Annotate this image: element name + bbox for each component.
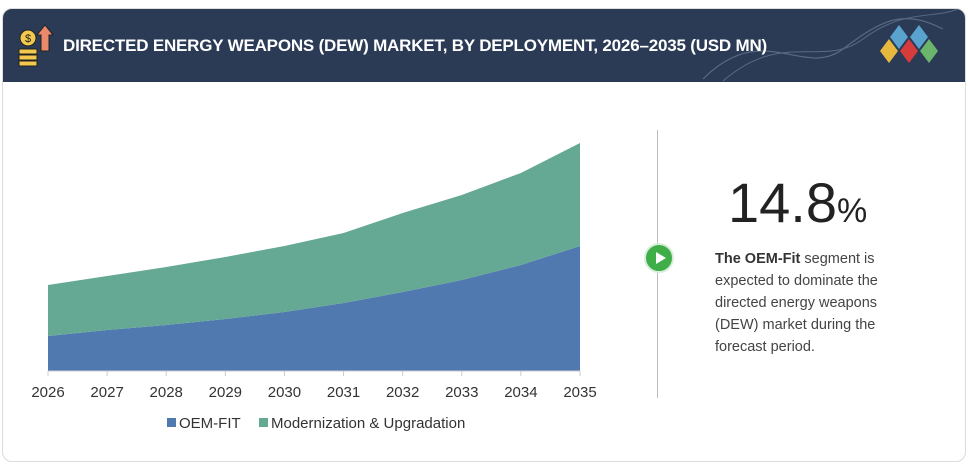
x-tick-label: 2027 [90,384,123,401]
legend-swatch [259,418,268,427]
header: $ DIRECTED ENERGY WEAPONS (DEW) MARKET, … [3,9,965,82]
x-tick-label: 2032 [386,384,419,401]
legend-label: Modernization & Upgradation [271,415,465,432]
area-series-0 [48,246,580,371]
x-tick-label: 2035 [563,384,596,401]
description-text: segment is expected to dominate the dire… [715,251,878,355]
cagr-number: 14.8 [728,171,837,234]
x-tick-label: 2030 [268,384,301,401]
play-icon[interactable] [644,243,674,273]
x-tick-label: 2029 [209,384,242,401]
card: $ DIRECTED ENERGY WEAPONS (DEW) MARKET, … [2,8,966,462]
x-tick-label: 2028 [150,384,183,401]
chart-title: DIRECTED ENERGY WEAPONS (DEW) MARKET, BY… [63,36,768,55]
cagr-unit: % [837,192,868,230]
x-tick-label: 2034 [504,384,537,401]
cagr-value: 14.8% [728,170,867,235]
legend-label: OEM-FIT [179,415,241,432]
svg-text:$: $ [25,33,31,45]
coins-arrow-up-icon: $ [18,24,55,67]
diamond-logo [880,25,938,63]
segment-name: The OEM-Fit [715,251,801,267]
legend-swatch [167,418,176,427]
x-tick-label: 2026 [31,384,64,401]
area-chart: 2026 2027 2028 2029 2030 2031 2032 2033 2034 2035… [31,143,597,432]
x-tick-label: 2033 [445,384,478,401]
header-decoration [702,9,959,82]
x-tick-label: 2031 [327,384,360,401]
area-series-1 [48,143,580,336]
highlight-description: The OEM-Fit segment is expected to domin… [715,248,915,358]
